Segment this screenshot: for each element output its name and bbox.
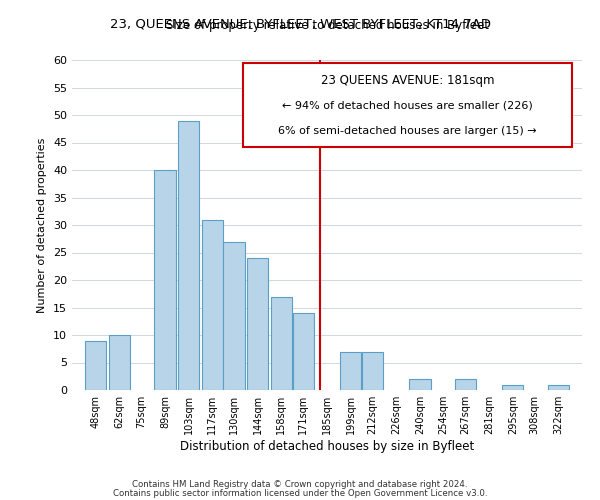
Bar <box>154 170 176 390</box>
Text: 23, QUEENS AVENUE, BYFLEET, WEST BYFLEET, KT14 7AD: 23, QUEENS AVENUE, BYFLEET, WEST BYFLEET… <box>110 18 491 30</box>
Bar <box>293 313 314 390</box>
Bar <box>178 120 199 390</box>
Bar <box>340 352 361 390</box>
Bar <box>223 242 245 390</box>
Bar <box>548 384 569 390</box>
Bar <box>109 335 130 390</box>
Bar <box>362 352 383 390</box>
Bar <box>247 258 268 390</box>
Text: 6% of semi-detached houses are larger (15) →: 6% of semi-detached houses are larger (1… <box>278 126 536 136</box>
Bar <box>271 296 292 390</box>
Bar <box>85 340 106 390</box>
Text: ← 94% of detached houses are smaller (226): ← 94% of detached houses are smaller (22… <box>282 100 533 110</box>
X-axis label: Distribution of detached houses by size in Byfleet: Distribution of detached houses by size … <box>180 440 474 453</box>
Text: 23 QUEENS AVENUE: 181sqm: 23 QUEENS AVENUE: 181sqm <box>320 74 494 86</box>
Bar <box>502 384 523 390</box>
Bar <box>409 379 431 390</box>
Text: Contains public sector information licensed under the Open Government Licence v3: Contains public sector information licen… <box>113 488 487 498</box>
Y-axis label: Number of detached properties: Number of detached properties <box>37 138 47 312</box>
Bar <box>455 379 476 390</box>
Text: Contains HM Land Registry data © Crown copyright and database right 2024.: Contains HM Land Registry data © Crown c… <box>132 480 468 489</box>
FancyBboxPatch shape <box>243 64 572 148</box>
Bar <box>202 220 223 390</box>
Title: Size of property relative to detached houses in Byfleet: Size of property relative to detached ho… <box>166 20 488 32</box>
